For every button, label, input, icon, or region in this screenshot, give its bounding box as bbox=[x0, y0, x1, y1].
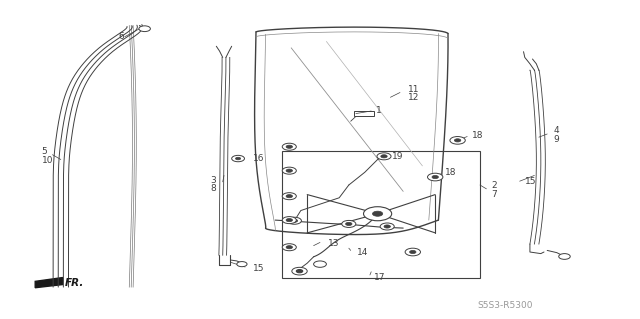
Circle shape bbox=[410, 250, 416, 254]
Text: 8: 8 bbox=[211, 184, 216, 193]
Text: 14: 14 bbox=[357, 248, 369, 256]
Circle shape bbox=[282, 193, 296, 200]
Circle shape bbox=[342, 220, 356, 227]
Circle shape bbox=[381, 155, 387, 158]
Text: 3: 3 bbox=[211, 176, 216, 185]
Text: 12: 12 bbox=[408, 93, 420, 102]
Circle shape bbox=[428, 173, 443, 181]
Circle shape bbox=[286, 169, 292, 172]
Text: 13: 13 bbox=[328, 239, 339, 248]
Text: 6: 6 bbox=[118, 32, 124, 41]
Bar bbox=[354, 111, 374, 116]
Circle shape bbox=[286, 219, 292, 222]
Circle shape bbox=[450, 137, 465, 144]
Text: S5S3-R5300: S5S3-R5300 bbox=[478, 301, 533, 310]
Circle shape bbox=[364, 207, 392, 221]
Text: 2: 2 bbox=[492, 181, 497, 190]
Circle shape bbox=[346, 222, 352, 226]
Circle shape bbox=[232, 155, 244, 162]
Circle shape bbox=[286, 195, 292, 198]
Circle shape bbox=[384, 225, 390, 228]
Circle shape bbox=[282, 217, 296, 224]
Text: 1: 1 bbox=[376, 106, 381, 115]
Circle shape bbox=[282, 167, 296, 174]
Circle shape bbox=[287, 217, 301, 224]
Circle shape bbox=[282, 244, 296, 251]
Circle shape bbox=[314, 261, 326, 267]
Circle shape bbox=[372, 211, 383, 216]
Text: 5: 5 bbox=[42, 147, 47, 156]
Circle shape bbox=[236, 157, 241, 160]
Circle shape bbox=[237, 262, 247, 267]
Text: 4: 4 bbox=[554, 126, 559, 135]
Text: 7: 7 bbox=[492, 190, 497, 199]
Text: 11: 11 bbox=[408, 85, 420, 94]
Circle shape bbox=[286, 145, 292, 148]
Bar bbox=[282, 151, 480, 278]
Circle shape bbox=[432, 175, 438, 179]
Text: 9: 9 bbox=[554, 135, 559, 144]
Circle shape bbox=[559, 254, 570, 259]
Circle shape bbox=[292, 267, 307, 275]
Circle shape bbox=[286, 246, 292, 249]
Text: 16: 16 bbox=[253, 154, 264, 163]
Text: 19: 19 bbox=[392, 152, 404, 161]
Text: 18: 18 bbox=[445, 168, 456, 177]
Circle shape bbox=[377, 153, 391, 160]
Circle shape bbox=[380, 223, 394, 230]
Circle shape bbox=[454, 139, 461, 142]
Text: 18: 18 bbox=[472, 131, 484, 140]
Circle shape bbox=[296, 270, 303, 273]
Polygon shape bbox=[35, 278, 63, 288]
Text: 15: 15 bbox=[525, 177, 536, 186]
Text: 15: 15 bbox=[253, 264, 264, 273]
Circle shape bbox=[405, 248, 420, 256]
Text: 10: 10 bbox=[42, 156, 53, 165]
Circle shape bbox=[291, 219, 298, 222]
Circle shape bbox=[282, 143, 296, 150]
Text: 17: 17 bbox=[374, 273, 385, 282]
Circle shape bbox=[139, 26, 150, 32]
Text: FR.: FR. bbox=[65, 278, 84, 288]
